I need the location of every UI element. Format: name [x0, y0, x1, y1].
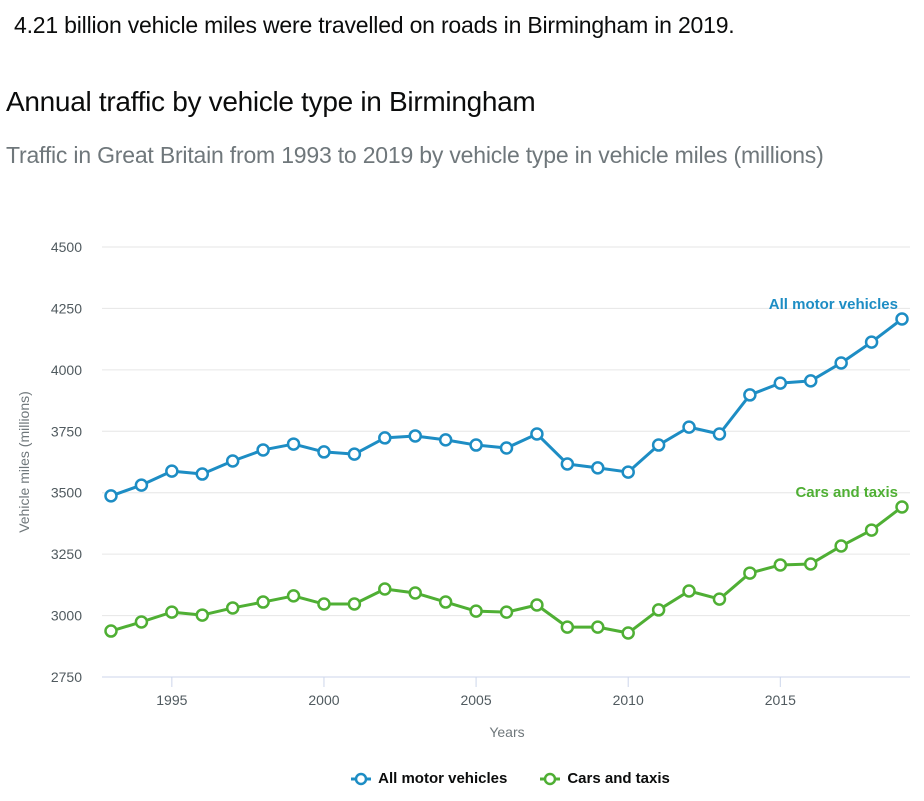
data-point[interactable]: [803, 557, 818, 571]
x-tick-label: 2010: [613, 692, 644, 708]
data-point[interactable]: [347, 447, 362, 461]
data-point[interactable]: [591, 461, 605, 475]
chart-title: Annual traffic by vehicle type in Birmin…: [6, 86, 536, 117]
data-point[interactable]: [195, 467, 210, 481]
data-point[interactable]: [743, 566, 757, 580]
data-point[interactable]: [560, 620, 575, 634]
legend-item-cars-and-taxis[interactable]: Cars and taxis: [539, 770, 670, 787]
data-point[interactable]: [195, 608, 210, 622]
data-point[interactable]: [895, 500, 909, 514]
data-point[interactable]: [864, 335, 879, 349]
y-tick-label: 4250: [51, 300, 82, 316]
y-tick-label: 3250: [51, 546, 82, 562]
data-point[interactable]: [134, 478, 149, 492]
data-point[interactable]: [560, 457, 575, 471]
data-point[interactable]: [712, 427, 727, 441]
data-point[interactable]: [408, 586, 422, 600]
data-point[interactable]: [165, 464, 179, 478]
data-point[interactable]: [682, 420, 696, 434]
data-point[interactable]: [438, 595, 453, 609]
data-point[interactable]: [438, 433, 453, 447]
data-point[interactable]: [530, 598, 544, 612]
gridlines: [102, 246, 910, 617]
data-point[interactable]: [773, 376, 788, 390]
data-point[interactable]: [712, 592, 727, 606]
data-point[interactable]: [317, 597, 331, 611]
data-point[interactable]: [469, 604, 483, 618]
y-tick-label: 4500: [51, 239, 82, 255]
data-point[interactable]: [469, 438, 483, 452]
x-axis: 1995 2000 2005 2010 2015: [102, 676, 910, 708]
x-axis-label: Years: [489, 724, 524, 740]
data-point[interactable]: [743, 388, 757, 402]
line-chart: 2750 3000 3250 3500 3750 4000 4250 4500 1995 200…: [16, 239, 910, 740]
data-point[interactable]: [864, 523, 879, 537]
data-point[interactable]: [621, 465, 635, 479]
series-end-label: All motor vehicles: [769, 296, 898, 313]
y-tick-label: 2750: [51, 669, 82, 685]
data-point[interactable]: [378, 582, 392, 596]
headline-summary: 4.21 billion vehicle miles were travelle…: [14, 12, 735, 38]
data-point[interactable]: [256, 595, 270, 609]
data-point[interactable]: [682, 584, 696, 598]
series-all-motor-vehicles: All motor vehicles: [104, 296, 909, 503]
data-point[interactable]: [773, 558, 788, 572]
series-line: [110, 317, 903, 498]
legend-label: All motor vehicles: [378, 770, 508, 787]
data-point[interactable]: [134, 615, 149, 629]
data-point[interactable]: [378, 431, 392, 445]
y-axis-ticks: 2750 3000 3250 3500 3750 4000 4250 4500: [51, 239, 82, 685]
data-point[interactable]: [225, 601, 240, 615]
y-axis-label: Vehicle miles (millions): [16, 391, 32, 533]
x-tick-label: 1995: [156, 692, 187, 708]
data-point[interactable]: [347, 597, 362, 611]
data-point[interactable]: [530, 427, 544, 441]
data-point[interactable]: [104, 624, 118, 638]
data-point[interactable]: [286, 589, 301, 603]
data-point[interactable]: [621, 626, 635, 640]
legend-marker-icon: [540, 772, 561, 785]
x-tick-label: 2000: [308, 692, 339, 708]
data-point[interactable]: [834, 539, 848, 553]
data-point[interactable]: [499, 441, 514, 455]
data-point[interactable]: [408, 429, 422, 443]
series-group: All motor vehicles Cars and taxis: [104, 296, 909, 640]
data-point[interactable]: [317, 445, 331, 459]
data-point[interactable]: [591, 620, 605, 634]
series-end-label: Cars and taxis: [795, 484, 898, 501]
data-point[interactable]: [651, 603, 666, 617]
x-tick-label: 2005: [460, 692, 491, 708]
legend-label: Cars and taxis: [567, 770, 670, 787]
data-point[interactable]: [104, 489, 118, 503]
data-point[interactable]: [651, 438, 666, 452]
chart-subtitle: Traffic in Great Britain from 1993 to 20…: [6, 142, 824, 168]
data-point[interactable]: [834, 356, 848, 370]
y-tick-label: 3750: [51, 423, 82, 439]
data-point[interactable]: [499, 605, 514, 619]
data-point[interactable]: [165, 605, 179, 619]
data-point[interactable]: [286, 437, 301, 451]
series-cars-and-taxis: Cars and taxis: [104, 484, 909, 640]
data-point[interactable]: [256, 443, 270, 457]
y-tick-label: 4000: [51, 362, 82, 378]
y-tick-label: 3000: [51, 608, 82, 624]
data-point[interactable]: [895, 312, 909, 326]
legend: All motor vehicles Cars and taxis: [0, 770, 924, 787]
data-point[interactable]: [803, 374, 818, 388]
legend-marker-icon: [351, 772, 372, 785]
x-tick-label: 2015: [765, 692, 796, 708]
y-tick-label: 3500: [51, 485, 82, 501]
legend-item-all-motor-vehicles[interactable]: All motor vehicles: [350, 770, 507, 787]
data-point[interactable]: [225, 454, 240, 468]
